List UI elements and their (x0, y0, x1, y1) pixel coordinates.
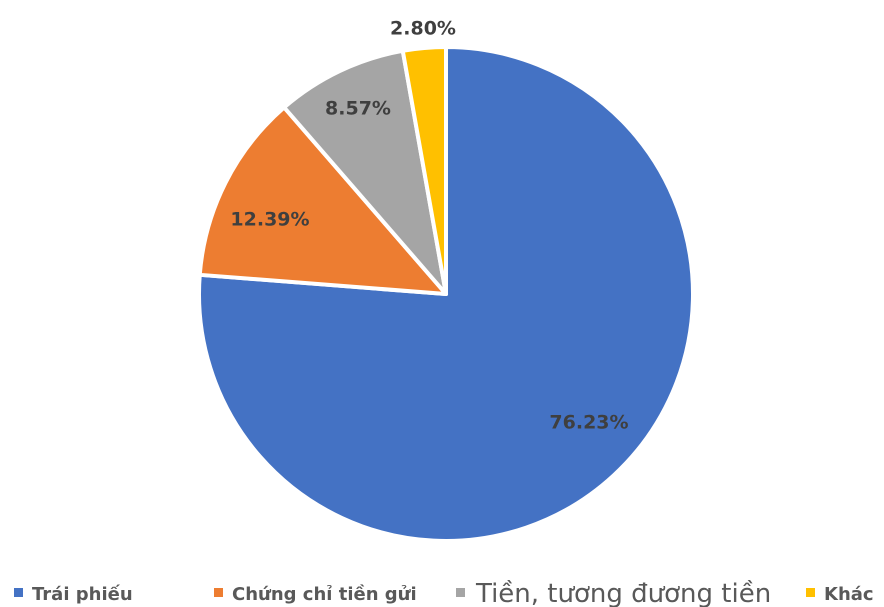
data-label-1: 76.23% (549, 412, 628, 434)
legend-swatch-4 (806, 588, 815, 597)
legend-label-1: Trái phiếu (32, 584, 133, 605)
pie-slice-3 (282, 48, 448, 296)
pie-slice-2 (197, 105, 448, 296)
legend-label-2: Chứng chỉ tiền gửi (232, 584, 417, 605)
legend-swatch-2 (214, 588, 223, 597)
pie-slice-4 (400, 45, 448, 296)
legend-label-4: Khác (824, 584, 874, 605)
data-label-2: 12.39% (230, 209, 309, 231)
data-label-4: 2.80% (390, 18, 456, 40)
data-labels: 76.23% 12.39% 8.57% 2.80% (230, 18, 628, 434)
legend: Trái phiếu Chứng chỉ tiền gửi Tiền, tương … (14, 579, 874, 607)
legend-swatch-3 (456, 588, 465, 597)
pie-slices (197, 45, 695, 543)
legend-swatch-1 (14, 588, 23, 597)
legend-label-3: Tiền, tương đương tiền (475, 579, 771, 607)
data-label-3: 8.57% (325, 98, 391, 120)
